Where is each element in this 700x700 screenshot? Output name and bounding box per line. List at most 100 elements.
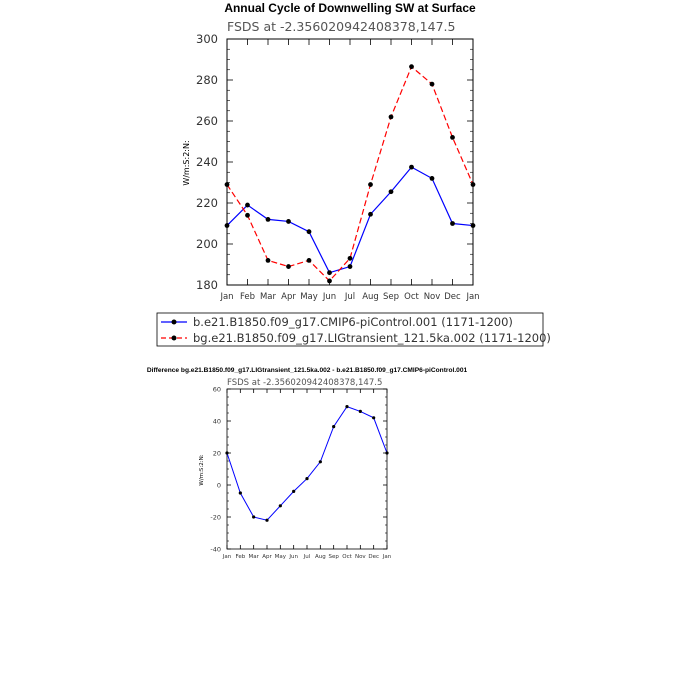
data-point xyxy=(318,460,322,464)
series-line-0 xyxy=(226,405,388,521)
x-tick-label: Dec xyxy=(368,554,379,560)
data-point xyxy=(252,515,256,519)
data-point xyxy=(332,425,336,429)
x-tick-label: Sep xyxy=(383,292,399,302)
x-tick-label: Jan xyxy=(382,554,392,560)
legend-swatch-marker xyxy=(171,335,177,341)
x-tick-label: Mar xyxy=(260,292,277,302)
legend-box xyxy=(156,312,544,347)
data-point xyxy=(388,189,394,195)
data-point xyxy=(347,255,353,261)
y-tick-label: 40 xyxy=(213,417,221,425)
y-tick-label: 260 xyxy=(196,114,218,128)
x-tick-label: Apr xyxy=(281,292,296,302)
data-point xyxy=(372,416,376,420)
y-tick-label: 300 xyxy=(196,32,218,46)
x-tick-label: Mar xyxy=(248,554,259,560)
chart-subtitle: FSDS at -2.356020942408378,147.5 xyxy=(227,19,455,34)
data-point xyxy=(245,212,250,218)
x-tick-label: Oct xyxy=(404,292,419,302)
difference-chart: Difference bg.e21.B1850.f09_g17.LIGtrans… xyxy=(147,367,468,560)
y-tick-label: -40 xyxy=(210,545,221,553)
data-point xyxy=(409,64,414,70)
x-tick-label: Aug xyxy=(362,292,379,302)
y-tick-label: 180 xyxy=(196,278,218,292)
x-tick-label: Sep xyxy=(328,554,339,560)
chart-title: Difference bg.e21.B1850.f09_g17.LIGtrans… xyxy=(147,367,468,374)
data-point xyxy=(265,258,271,263)
x-tick-label: Apr xyxy=(262,554,272,560)
series-line-1 xyxy=(226,65,474,282)
data-point xyxy=(292,489,296,493)
data-point xyxy=(306,229,312,235)
y-tick-label: 200 xyxy=(196,237,218,251)
y-tick-label: 60 xyxy=(213,385,221,393)
data-point xyxy=(286,264,291,269)
x-tick-label: Nov xyxy=(355,554,366,560)
x-tick-label: Jun xyxy=(288,554,298,560)
data-point xyxy=(388,114,394,120)
data-point xyxy=(409,164,414,170)
x-tick-label: May xyxy=(275,554,287,560)
x-tick-label: Nov xyxy=(424,292,441,302)
data-point xyxy=(368,211,373,217)
x-tick-label: Oct xyxy=(342,554,352,560)
data-point xyxy=(306,258,312,263)
data-point xyxy=(450,221,455,226)
data-point xyxy=(429,176,435,181)
chart-subtitle: FSDS at -2.356020942408378,147.5 xyxy=(227,378,382,388)
x-tick-label: Jul xyxy=(303,554,311,560)
data-point xyxy=(345,405,349,409)
data-point xyxy=(358,409,362,413)
y-tick-label: 220 xyxy=(196,196,218,210)
data-point xyxy=(305,477,309,481)
annual-cycle-chart: Annual Cycle of Downwelling SW at Surfac… xyxy=(182,1,480,302)
data-point xyxy=(347,264,353,269)
legend-entry-control: b.e21.B1850.f09_g17.CMIP6-piControl.001 … xyxy=(161,315,513,329)
chart-title: Annual Cycle of Downwelling SW at Surfac… xyxy=(224,1,476,15)
x-tick-label: Jan xyxy=(222,554,232,560)
y-axis-label: W/m:S:2:N: xyxy=(199,454,205,485)
data-point xyxy=(327,270,332,276)
series-points xyxy=(224,64,476,284)
data-point xyxy=(224,223,230,228)
y-axis-label: W/m:S:2:N: xyxy=(182,140,191,185)
legend-swatch-marker xyxy=(171,319,177,325)
x-tick-label: Jun xyxy=(322,292,336,302)
legend-label: bg.e21.B1850.f09_g17.LIGtransient_121.5k… xyxy=(193,331,551,345)
y-tick-label: 20 xyxy=(213,449,221,457)
x-tick-label: Feb xyxy=(235,554,245,560)
x-tick-label: Jan xyxy=(465,292,479,302)
data-point xyxy=(368,182,373,187)
series-lines xyxy=(226,65,474,282)
series-points xyxy=(225,405,389,522)
axis-ticks: 180 200 220 240 260 280 300 Jan Feb Mar Apr May Jun J… xyxy=(196,32,480,302)
data-point xyxy=(224,182,230,187)
data-point xyxy=(278,504,282,508)
y-tick-label: 0 xyxy=(217,481,221,489)
data-point xyxy=(286,219,291,224)
legend-label: b.e21.B1850.f09_g17.CMIP6-piControl.001 … xyxy=(193,315,513,329)
x-tick-label: Dec xyxy=(444,292,461,302)
data-point xyxy=(470,182,476,187)
plot-frame xyxy=(226,38,474,286)
data-point xyxy=(238,491,242,495)
x-tick-label: Jul xyxy=(344,292,355,302)
y-tick-label: 240 xyxy=(196,155,218,169)
data-point xyxy=(450,135,455,140)
data-point xyxy=(385,451,389,455)
data-point xyxy=(245,202,250,208)
data-point xyxy=(265,518,269,522)
legend-entry-ligtransient: bg.e21.B1850.f09_g17.LIGtransient_121.5k… xyxy=(161,331,551,345)
y-tick-label: -20 xyxy=(210,513,221,521)
series-lines xyxy=(226,405,388,521)
data-point xyxy=(265,217,271,222)
x-tick-label: Jan xyxy=(219,292,233,302)
x-tick-label: Feb xyxy=(240,292,255,302)
x-tick-label: Aug xyxy=(315,554,326,560)
data-point xyxy=(327,278,332,284)
data-point xyxy=(225,451,229,455)
x-tick-label: May xyxy=(300,292,318,302)
